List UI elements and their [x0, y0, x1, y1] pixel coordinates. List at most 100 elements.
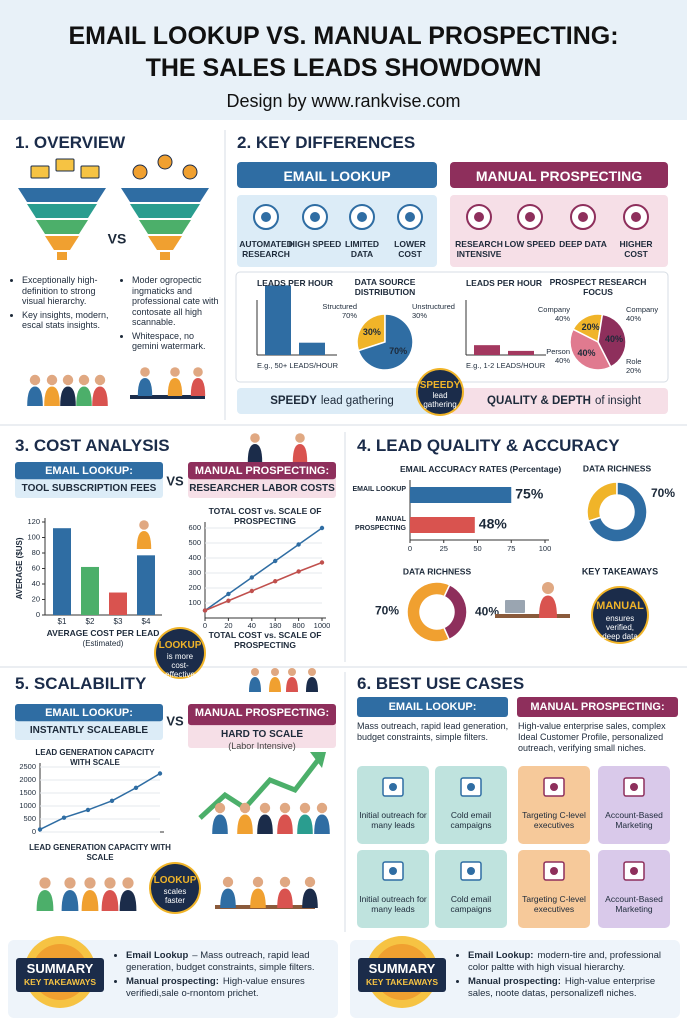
chart-caption: TOTAL COST vs. SCALE OF PROSPECTING: [208, 630, 322, 650]
person-head: [299, 802, 311, 814]
person-head: [104, 877, 116, 889]
person-head: [193, 367, 203, 377]
box-header: MANUAL PROSPECTING:: [194, 465, 330, 477]
person-head: [78, 374, 90, 386]
bar: [410, 517, 475, 533]
person-head: [295, 433, 305, 443]
chart-title: LEAD GENERATION CAPACITY WITH SCALE: [35, 748, 155, 767]
laptop: [505, 600, 525, 613]
chart-title: DATA RICHNESS: [403, 566, 472, 576]
envelope-icon: [30, 165, 50, 179]
line-point: [249, 588, 254, 594]
person-body: [297, 814, 313, 834]
card-icon-dot: [389, 783, 397, 791]
use-case-card: [598, 850, 670, 928]
y-tick-label: 0: [36, 610, 40, 619]
bar: [137, 555, 155, 615]
section-title: 5. SCALABILITY: [15, 674, 147, 693]
card-label: Cold email campaigns: [450, 894, 492, 914]
donut-track: [586, 481, 618, 523]
person-head: [259, 802, 271, 814]
badge-text: lead gathering: [423, 390, 457, 409]
section-title: 1. OVERVIEW: [15, 133, 126, 152]
donut-arc: [587, 481, 648, 543]
person-body: [212, 814, 228, 834]
use-case-text: Mass outreach, rapid lead generation, bu…: [357, 721, 509, 742]
person-head: [239, 802, 251, 814]
summary-title: SUMMARY: [368, 961, 436, 976]
gear-icon: [157, 154, 173, 170]
funnel-layer: [45, 236, 79, 250]
summary-bullets: Email Lookup:modern-tire and, profession…: [458, 950, 673, 1002]
feature-label: HIGH SPEED: [288, 239, 342, 249]
person-body: [61, 890, 79, 911]
y-tick-label: 100: [188, 598, 201, 607]
chart-caption: LEAD GENERATION CAPACITY WITH SCALE: [29, 843, 171, 862]
pie-slice: [442, 583, 468, 641]
line-point: [296, 569, 301, 574]
chart-title: AVERAGE COST PER LEAD: [46, 628, 160, 638]
person-head: [542, 582, 554, 594]
person-body: [249, 677, 261, 692]
feature-icon-dot: [578, 212, 588, 222]
person-head: [222, 876, 234, 888]
x-tick-label: 75: [507, 544, 515, 553]
section-title: 4. LEAD QUALITY & ACCURACY: [357, 436, 620, 455]
funnel-spout: [57, 252, 67, 260]
header-bg: [0, 0, 687, 120]
feature-label: LIMITED DATA: [345, 239, 379, 259]
section-title: 2. KEY DIFFERENCES: [237, 133, 416, 152]
line-point: [319, 560, 325, 565]
person-head: [250, 433, 260, 443]
slice-label: 30%: [363, 327, 381, 337]
x-tick-label: $3: [114, 617, 123, 626]
person-head: [122, 877, 134, 889]
box-text: TOOL SUBSCRIPTION FEES: [21, 482, 157, 494]
person-body: [136, 531, 152, 549]
y-tick-label: 120: [27, 517, 40, 526]
y-tick-label: 1000: [19, 801, 36, 810]
chart-title: EMAIL ACCURACY RATES (Percentage): [400, 464, 562, 474]
card-icon-dot: [389, 867, 397, 875]
card-icon-dot: [630, 783, 638, 791]
x-tick-label: $4: [142, 617, 151, 626]
gear-icon: [132, 164, 148, 180]
summary-title: SUMMARY: [26, 961, 94, 976]
person-body: [250, 888, 266, 908]
funnel-layer: [130, 204, 200, 218]
y-tick-label: 0: [32, 827, 36, 836]
y-tick-label: 400: [188, 553, 201, 562]
chart-title: TOTAL COST vs. SCALE OF PROSPECTING: [208, 506, 322, 526]
line-point: [133, 785, 139, 790]
summary-subtitle: KEY TAKEAWAYS: [23, 977, 97, 987]
side-header: EMAIL LOOKUP:: [388, 701, 477, 713]
summary-bullets: Email Lookup– Mass outreach, rapid lead …: [116, 950, 331, 1002]
bullet-text: modern-tire and, professional color palt…: [468, 950, 662, 973]
person-body: [269, 677, 281, 692]
callout-name: Structured: [322, 302, 357, 311]
slice-label: 70%: [389, 346, 407, 356]
x-tick-label: 40: [248, 621, 256, 630]
line-point: [319, 525, 325, 531]
bar: [53, 528, 71, 615]
line-point: [226, 591, 231, 597]
person-head: [64, 877, 76, 889]
badge-title: SPEEDY: [419, 379, 461, 391]
card-label: Account-Based Marketing: [605, 810, 663, 830]
header-bar: [357, 697, 508, 717]
person-head: [316, 802, 328, 814]
x-tick-label: 50: [473, 544, 481, 553]
header-bar: [517, 697, 678, 717]
person-head: [304, 876, 316, 888]
callout-label: 40%: [555, 314, 570, 323]
slice-label: 40%: [605, 334, 623, 344]
summary-bullet: Manual prospecting:High-value enterprise…: [468, 976, 673, 999]
title: THE SALES LEADS SHOWDOWN: [145, 54, 542, 82]
callout-name: Role: [626, 357, 641, 366]
feature-label: LOWER COST: [394, 239, 426, 259]
line-point: [273, 558, 278, 564]
bullet-text: – Mass outreach, rapid lead generation, …: [126, 950, 315, 973]
pie-slice: [357, 313, 414, 371]
person-body: [306, 677, 318, 692]
